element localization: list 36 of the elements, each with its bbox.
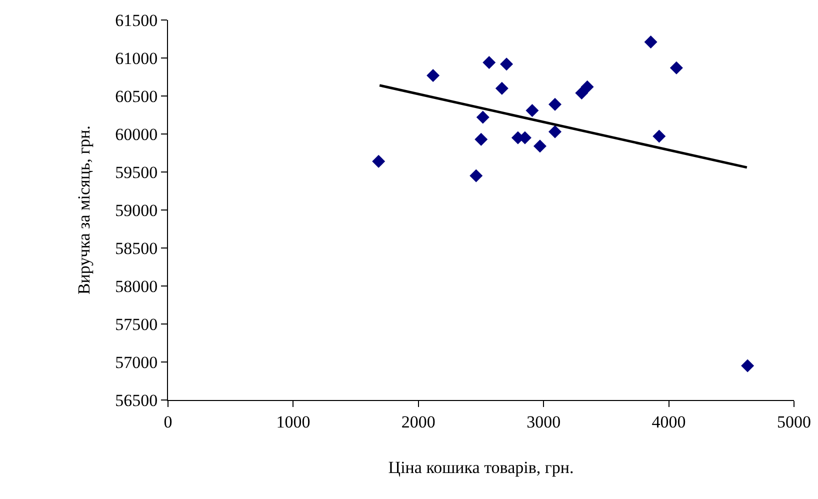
point: [548, 125, 562, 138]
point: [476, 110, 490, 124]
y-tick-label: 57000: [115, 352, 158, 372]
point: [526, 104, 539, 117]
y-tick-label: 59000: [115, 200, 158, 220]
x-tick-label: 1000: [276, 412, 310, 432]
y-tick-label: 57500: [115, 314, 158, 334]
point: [470, 169, 483, 182]
point: [652, 130, 666, 143]
y-tick-label: 60000: [115, 124, 158, 144]
y-tick-label: 59500: [115, 162, 158, 182]
point: [495, 82, 508, 95]
y-tick-label: 60500: [115, 86, 158, 106]
point: [533, 140, 546, 153]
point: [500, 58, 514, 71]
point: [426, 68, 440, 82]
x-axis-title: Ціна кошика товарів, грн.: [388, 458, 574, 477]
x-tick-label: 2000: [401, 412, 436, 432]
y-tick-label: 58000: [115, 276, 158, 296]
x-tick-label: 4000: [652, 412, 686, 432]
point: [474, 132, 488, 146]
point: [372, 154, 386, 168]
y-axis-title: Виручка за місяць, грн.: [74, 125, 94, 295]
point: [670, 61, 683, 74]
point: [644, 36, 658, 49]
point: [548, 98, 562, 111]
y-tick-label: 61000: [115, 48, 158, 68]
point: [741, 359, 754, 372]
y-tick-label: 56500: [115, 390, 158, 410]
point: [482, 56, 496, 70]
y-tick-label: 61500: [115, 10, 158, 30]
x-tick-label: 3000: [526, 412, 561, 432]
point: [580, 80, 594, 94]
y-tick-label: 58500: [115, 238, 158, 258]
x-tick-label: 0: [164, 412, 172, 432]
x-tick-label: 5000: [777, 412, 811, 432]
